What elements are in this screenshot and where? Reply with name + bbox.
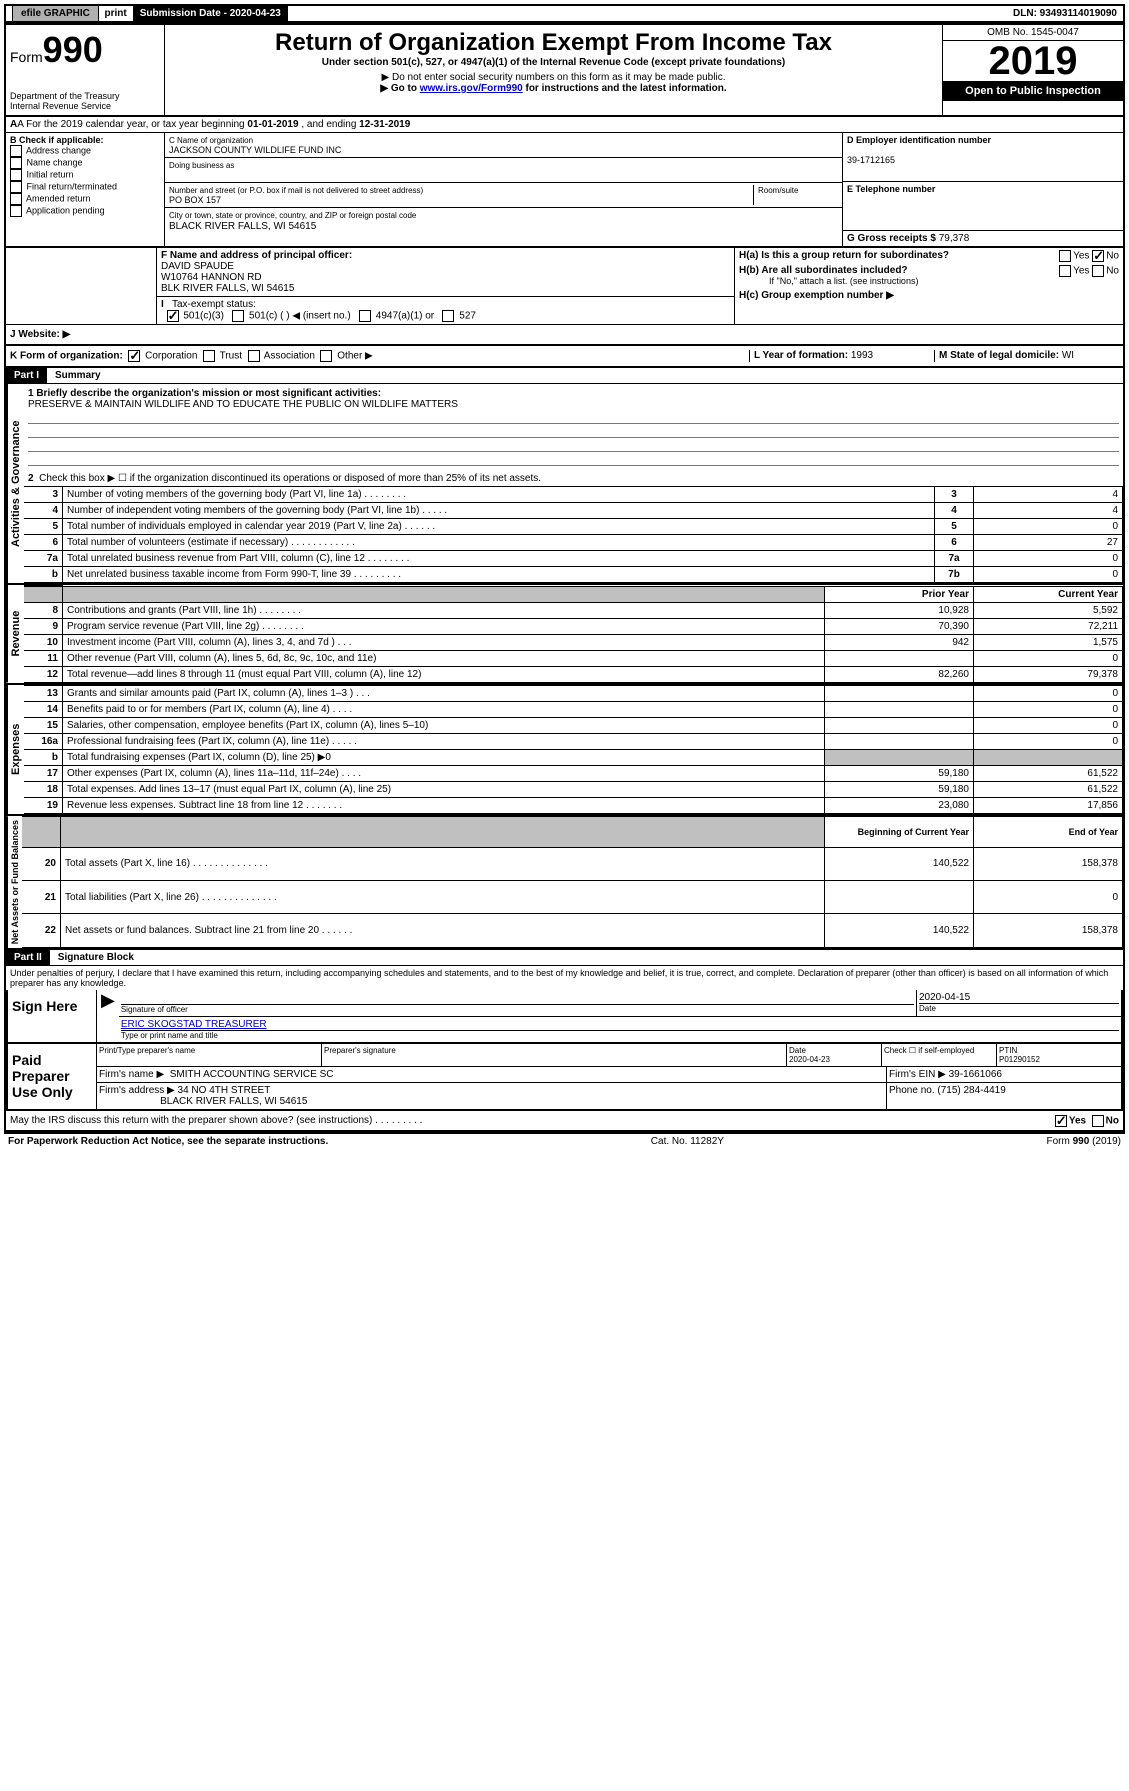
exp-table: 13Grants and similar amounts paid (Part … — [24, 685, 1123, 814]
section-l: L Year of formation: 1993 — [749, 350, 934, 362]
gross-receipts: 79,378 — [939, 233, 970, 244]
section-deg: D Employer identification number 39-1712… — [843, 133, 1123, 246]
hb-yes[interactable] — [1059, 265, 1071, 277]
side-label-na: Net Assets or Fund Balances — [6, 816, 22, 948]
note-goto: ▶ Go to www.irs.gov/Form990 for instruct… — [169, 83, 938, 94]
ag-table: 3Number of voting members of the governi… — [24, 486, 1123, 583]
klm-row: K Form of organization: Corporation Trus… — [6, 346, 1123, 368]
firm-ein: 39-1661066 — [949, 1069, 1002, 1080]
checkbox-4947[interactable] — [359, 310, 371, 322]
checkbox-initial-return[interactable] — [10, 169, 22, 181]
pra-notice: For Paperwork Reduction Act Notice, see … — [8, 1136, 328, 1147]
org-address: PO BOX 157 — [169, 195, 221, 205]
discuss-no[interactable] — [1092, 1115, 1104, 1127]
efile-label: efile GRAPHIC print — [6, 6, 134, 21]
officer-addr2: BLK RIVER FALLS, WI 54615 — [161, 283, 294, 294]
rev-table: Prior YearCurrent Year8Contributions and… — [24, 585, 1123, 683]
firm-name: SMITH ACCOUNTING SERVICE SC — [170, 1069, 334, 1080]
section-j-website: J Website: ▶ — [6, 325, 1123, 346]
org-name: JACKSON COUNTY WILDLIFE FUND INC — [169, 145, 341, 155]
firm-addr2: BLACK RIVER FALLS, WI 54615 — [160, 1096, 307, 1107]
firm-addr1: 34 NO 4TH STREET — [178, 1085, 271, 1096]
entity-block: B Check if applicable: Address change Na… — [6, 133, 1123, 248]
top-bar: efile GRAPHIC print Submission Date - 20… — [4, 4, 1125, 23]
cat-no: Cat. No. 11282Y — [651, 1136, 724, 1147]
form-subtitle: Under section 501(c), 527, or 4947(a)(1)… — [169, 57, 938, 68]
section-h: H(a) Is this a group return for subordin… — [735, 248, 1123, 324]
dln-label: DLN: 93493114019090 — [1007, 6, 1123, 21]
form-container: Form990 Department of the Treasury Inter… — [4, 23, 1125, 1134]
section-m: M State of legal domicile: WI — [934, 350, 1119, 362]
ptin: P01290152 — [999, 1055, 1040, 1064]
officer-addr1: W10764 HANNON RD — [161, 272, 262, 283]
k-trust[interactable] — [203, 350, 215, 362]
section-c: C Name of organization JACKSON COUNTY WI… — [165, 133, 843, 246]
section-b: B Check if applicable: Address change Na… — [6, 133, 165, 246]
netassets-block: Net Assets or Fund Balances Beginning of… — [6, 816, 1123, 950]
paid-preparer-label: Paid Preparer Use Only — [8, 1044, 97, 1109]
perjury-statement: Under penalties of perjury, I declare th… — [6, 966, 1123, 990]
side-label-ag: Activities & Governance — [6, 384, 24, 583]
checkbox-501c[interactable] — [232, 310, 244, 322]
mission-text: PRESERVE & MAINTAIN WILDLIFE AND TO EDUC… — [28, 399, 458, 410]
org-city: BLACK RIVER FALLS, WI 54615 — [169, 221, 316, 232]
ha-yes[interactable] — [1059, 250, 1071, 262]
form-header: Form990 Department of the Treasury Inter… — [6, 25, 1123, 117]
dept-treasury: Department of the Treasury Internal Reve… — [10, 91, 160, 111]
k-corporation[interactable] — [128, 350, 140, 362]
part2-title: Signature Block — [58, 952, 134, 963]
footer: For Paperwork Reduction Act Notice, see … — [4, 1134, 1125, 1149]
firm-phone: (715) 284-4419 — [937, 1085, 1005, 1096]
side-label-exp: Expenses — [6, 685, 24, 814]
part1-header-row: Part I Summary — [6, 368, 1123, 384]
hb-no[interactable] — [1092, 265, 1104, 277]
form-title: Return of Organization Exempt From Incom… — [169, 29, 938, 57]
discuss-row: May the IRS discuss this return with the… — [6, 1111, 1123, 1132]
print-button[interactable]: print — [104, 8, 126, 19]
fh-block: F Name and address of principal officer:… — [6, 248, 1123, 325]
checkbox-501c3[interactable] — [167, 310, 179, 322]
check-self-employed[interactable]: Check ☐ if self-employed — [882, 1044, 997, 1066]
part2-header-row: Part II Signature Block — [6, 950, 1123, 966]
submission-date: Submission Date - 2020-04-23 — [134, 6, 288, 21]
ein: 39-1712165 — [847, 155, 895, 165]
checkbox-application-pending[interactable] — [10, 205, 22, 217]
side-label-rev: Revenue — [6, 585, 24, 683]
irs-link[interactable]: www.irs.gov/Form990 — [420, 83, 523, 94]
sig-date: 2020-04-15 — [919, 992, 970, 1003]
k-other[interactable] — [320, 350, 332, 362]
checkbox-name-change[interactable] — [10, 157, 22, 169]
sign-arrow-icon: ▶ — [97, 990, 119, 1042]
form-number: Form990 — [10, 29, 160, 71]
form-ref: Form 990 (2019) — [1047, 1136, 1121, 1147]
part1-badge: Part I — [6, 368, 47, 383]
na-table: Beginning of Current YearEnd of Year20To… — [22, 816, 1123, 948]
open-public-badge: Open to Public Inspection — [943, 81, 1123, 101]
paid-preparer-block: Paid Preparer Use Only Print/Type prepar… — [6, 1044, 1123, 1111]
sign-here-block: Sign Here ▶ Signature of officer 2020-04… — [6, 990, 1123, 1044]
note-ssn: ▶ Do not enter social security numbers o… — [169, 72, 938, 83]
row-a-tax-year: AA For the 2019 calendar year, or tax ye… — [6, 117, 1123, 133]
sign-here-label: Sign Here — [8, 990, 97, 1042]
officer-signature-name[interactable]: ERIC SKOGSTAD TREASURER — [121, 1019, 267, 1030]
part2-badge: Part II — [6, 950, 50, 965]
prep-date: 2020-04-23 — [789, 1055, 830, 1064]
checkbox-amended[interactable] — [10, 193, 22, 205]
efile-graphic-button[interactable]: efile GRAPHIC — [12, 5, 99, 22]
expenses-block: Expenses 13Grants and similar amounts pa… — [6, 685, 1123, 816]
revenue-block: Revenue Prior YearCurrent Year8Contribut… — [6, 585, 1123, 685]
ha-no[interactable] — [1092, 250, 1104, 262]
tax-year: 2019 — [943, 41, 1123, 81]
checkbox-address-change[interactable] — [10, 145, 22, 157]
checkbox-final-return[interactable] — [10, 181, 22, 193]
officer-name: DAVID SPAUDE — [161, 261, 234, 272]
part1-title: Summary — [55, 370, 101, 381]
activities-governance-block: Activities & Governance 1 Briefly descri… — [6, 384, 1123, 585]
checkbox-527[interactable] — [442, 310, 454, 322]
section-i-tax-status: I Tax-exempt status: 501(c)(3) 501(c) ( … — [157, 297, 734, 324]
k-association[interactable] — [248, 350, 260, 362]
discuss-yes[interactable] — [1055, 1115, 1067, 1127]
